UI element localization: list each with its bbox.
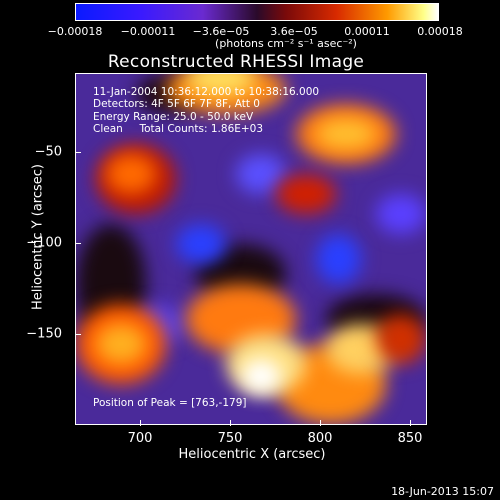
peak-position-text: Position of Peak = [763,-179] bbox=[93, 397, 247, 409]
y-tick-label: −100 bbox=[26, 235, 62, 251]
y-tick-label: −50 bbox=[34, 144, 62, 160]
colorbar-tick: −0.00018 bbox=[47, 25, 103, 38]
detectors-text: Detectors: 4F 5F 6F 7F 8F, Att 0 bbox=[93, 98, 260, 110]
x-tick-label: 800 bbox=[307, 431, 333, 446]
energy-range-text: Energy Range: 25.0 - 50.0 keV bbox=[93, 111, 254, 123]
colorbar-units: (photons cm⁻² s⁻¹ asec⁻²) bbox=[215, 37, 357, 50]
x-tick-label: 850 bbox=[397, 431, 423, 446]
y-axis-label: Heliocentric Y (arcsec) bbox=[30, 164, 46, 310]
clean-counts-text: Clean Total Counts: 1.86E+03 bbox=[93, 123, 264, 135]
image-title: Reconstructed RHESSI Image bbox=[107, 52, 365, 72]
colorbar-tick: 3.6e−05 bbox=[270, 25, 318, 38]
y-tick-label: −150 bbox=[26, 326, 62, 342]
colorbar-tick: 0.00018 bbox=[417, 25, 463, 38]
x-tick-label: 750 bbox=[217, 431, 243, 446]
generation-timestamp: 18-Jun-2013 15:07 bbox=[391, 485, 494, 498]
colorbar-tick: −3.6e−05 bbox=[192, 25, 250, 38]
colorbar-tick: 0.00011 bbox=[344, 25, 390, 38]
x-axis-label: Heliocentric X (arcsec) bbox=[178, 447, 326, 462]
x-tick-label: 700 bbox=[127, 431, 153, 446]
colorbar-tick: −0.00011 bbox=[120, 25, 176, 38]
time-range-text: 11-Jan-2004 10:36:12.000 to 10:38:16.000 bbox=[93, 86, 320, 98]
colorbar bbox=[75, 3, 439, 21]
rhessi-image: 11-Jan-2004 10:36:12.000 to 10:38:16.000… bbox=[75, 73, 427, 425]
